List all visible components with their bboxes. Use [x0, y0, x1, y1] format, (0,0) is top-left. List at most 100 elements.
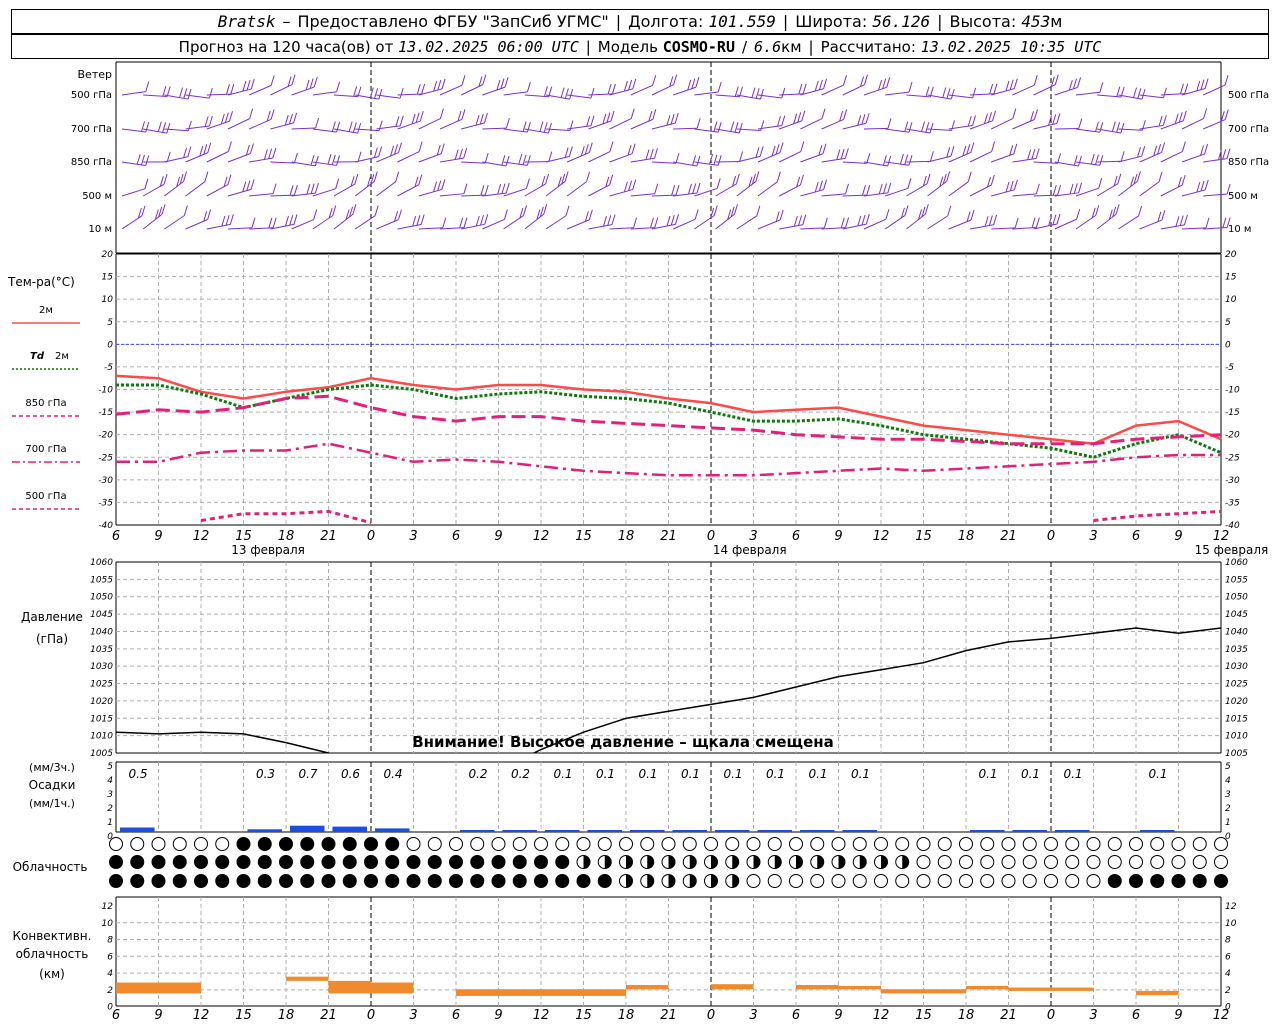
y-tick-label-right: 10 [1225, 919, 1237, 929]
cloud-symbol [1192, 855, 1207, 869]
wind-barb-feather [814, 181, 819, 193]
conv-bar [456, 989, 499, 996]
wind-barb-feather [141, 205, 146, 216]
precip-bar [290, 825, 325, 832]
wind-barb-feather [844, 148, 849, 159]
cloud-symbol [959, 855, 973, 869]
wind-barb-feather [802, 83, 807, 94]
wind-barb-feather [666, 215, 671, 227]
wind-barb-feather [137, 207, 142, 219]
wind-barb-feather [229, 111, 233, 122]
wind-barb-feather [1181, 174, 1186, 186]
wind-barb-feather [458, 148, 463, 159]
cloud-symbol [597, 837, 612, 851]
y-tick-label: 5 [107, 318, 113, 328]
date-label: 15 февраля [1195, 543, 1269, 557]
cloud-symbol [364, 855, 378, 869]
wind-barb-shaft [227, 188, 252, 197]
wind-barb-feather [734, 86, 739, 97]
precip-amount-label: 0.7 [298, 767, 317, 781]
wind-barb-shaft [651, 122, 676, 130]
wind-barb-feather [793, 113, 798, 124]
wind-barb-feather [929, 122, 934, 134]
y-tick-label: -40 [98, 521, 113, 531]
wind-barb-feather [309, 78, 314, 89]
hour-label-bottom: 6 [1132, 1008, 1140, 1023]
conv-bar [1051, 987, 1094, 991]
wind-barb-shaft [418, 153, 442, 163]
hour-label-bottom: 9 [834, 1008, 842, 1023]
wind-barb-shaft [1054, 127, 1079, 130]
wind-barb-shaft [397, 151, 420, 163]
wind-barb-feather [993, 83, 998, 94]
wind-barb-feather [1204, 143, 1209, 155]
wind-barb-feather [1115, 204, 1120, 215]
wind-barb-feather [272, 147, 277, 159]
legend-label: 500 гПа [25, 491, 66, 502]
cloud-symbol [576, 874, 591, 888]
wind-barb-feather [1035, 217, 1040, 228]
cloud-symbol [236, 874, 251, 888]
wind-barb-shaft [1012, 119, 1035, 130]
cloud-symbol [406, 837, 421, 851]
wind-barb-feather [1095, 121, 1099, 132]
cloud-symbol [1150, 837, 1165, 851]
cloud-symbol-half [881, 855, 888, 869]
wind-barb-feather [800, 141, 805, 152]
y-tick-label: 1030 [90, 662, 113, 672]
precip-bar [120, 827, 155, 832]
wind-barb-feather [398, 209, 402, 220]
wind-barb-feather [183, 147, 188, 158]
model-resolution: 6.6 [754, 37, 782, 56]
wind-barb-shaft [609, 118, 632, 130]
y-tick-label: 2 [107, 986, 113, 996]
wind-barb-feather [887, 182, 892, 194]
wind-barb-feather [141, 121, 146, 132]
wind-barb-shaft [249, 227, 274, 230]
hour-label: 3 [749, 529, 757, 544]
wind-barb-feather [755, 171, 760, 182]
cloud-symbol [109, 874, 123, 888]
wind-barb-feather [418, 141, 423, 152]
cloud-symbol [151, 874, 166, 888]
y-tick-label-right: 10 [1225, 295, 1237, 305]
wind-barb-feather [887, 155, 892, 167]
y-tick-label-right: 12 [1225, 902, 1237, 912]
wind-barb-feather [674, 112, 679, 124]
y-tick-label: 1005 [90, 749, 113, 759]
wind-barb-shaft [249, 193, 274, 197]
precip-amount-label: 0.1 [1021, 767, 1040, 781]
precip-bar [332, 826, 367, 832]
wind-barb-shaft [461, 122, 485, 130]
cloud-symbol [746, 837, 761, 851]
precip-amount-label: 0.1 [1148, 767, 1167, 781]
cloud-symbol [1022, 874, 1037, 888]
cloud-symbol [555, 874, 570, 888]
wind-barb-feather [694, 209, 699, 220]
wind-barb-feather [609, 174, 614, 185]
wind-barb-feather [415, 112, 420, 123]
wind-barb-feather [352, 122, 357, 133]
wind-barb-feather [756, 205, 761, 216]
wind-barb-feather [366, 176, 371, 187]
wind-barb-shaft [779, 224, 803, 230]
wind-barb-shaft [927, 215, 948, 230]
wind-barb-shaft [567, 94, 592, 99]
wind-barb-shaft [461, 194, 486, 197]
y-tick-label-right: 2 [1225, 804, 1231, 814]
wind-barb-feather [605, 176, 610, 187]
conv-bar [966, 985, 1009, 990]
precip-bars: 0.5 0.3 0.7 0.6 0.4 0.2 0.2 0.1 0.1 0.1 0.1 0.1 0.1 0… [120, 767, 1175, 832]
wind-barb-feather [904, 205, 909, 216]
cloud-symbol [1044, 874, 1058, 888]
cloud-symbol [215, 837, 230, 851]
y-tick-label-right: 1020 [1225, 697, 1248, 707]
wind-barb-shaft [164, 215, 185, 230]
wind-barb-feather [1205, 217, 1210, 229]
wind-barb-feather [818, 79, 823, 90]
wind-barb-feather [1073, 183, 1078, 194]
wind-barb-feather [395, 116, 400, 127]
wind-barb-shaft [1203, 119, 1226, 130]
wind-barb-feather [1204, 78, 1209, 89]
wind-barb-feather [1196, 80, 1201, 91]
